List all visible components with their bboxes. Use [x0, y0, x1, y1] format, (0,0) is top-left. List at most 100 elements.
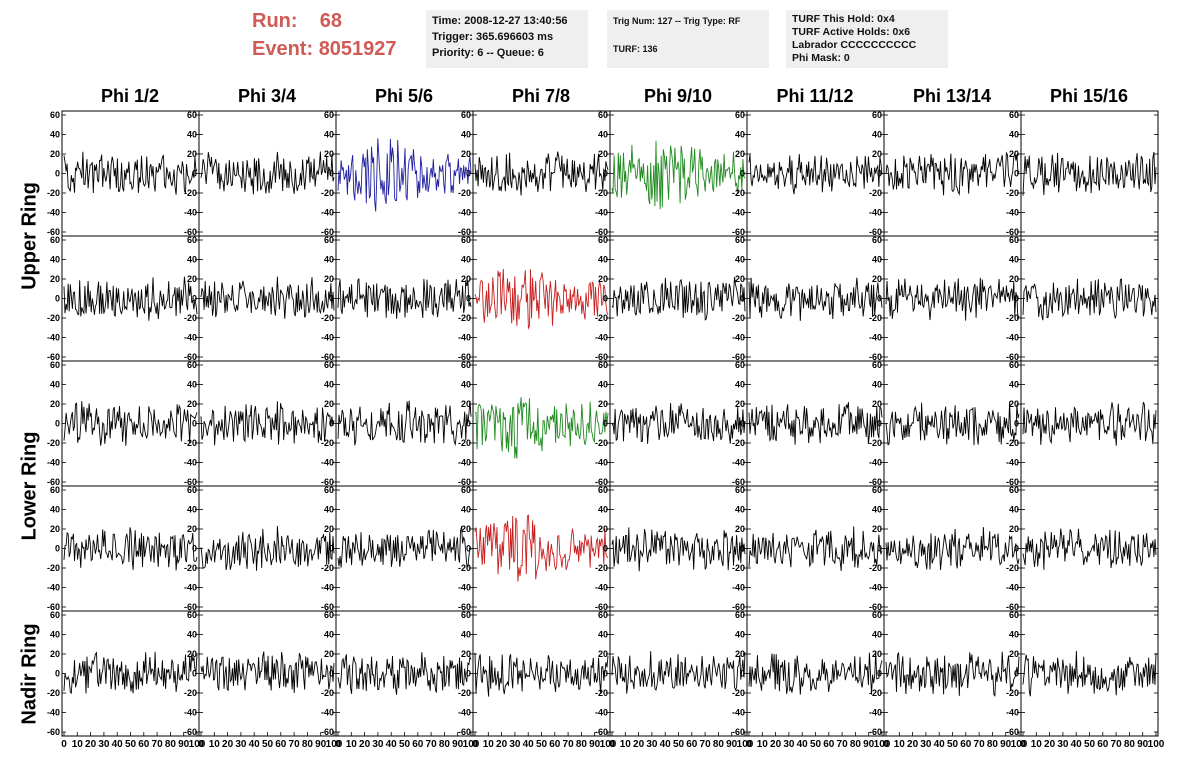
waveform-trace [200, 651, 335, 694]
y-tick-label: -60 [458, 602, 471, 612]
y-tick-label: 0 [55, 169, 60, 179]
y-tick-label: 60 [324, 485, 334, 495]
y-tick-label: 60 [872, 110, 882, 120]
y-tick-label: 20 [1009, 149, 1019, 159]
y-tick-label: 0 [1014, 669, 1019, 679]
waveform-panel-r5-c8: -60 -40 -20 0 20 40 60 [1006, 610, 1159, 737]
y-tick-label: -40 [869, 583, 882, 593]
y-tick-label: 40 [50, 380, 60, 390]
waveform-trace [474, 652, 609, 697]
waveform-trace [63, 276, 198, 321]
waveform-trace [63, 651, 198, 695]
waveform-trace [611, 527, 746, 572]
waveform-panel-r5-c5: -60 -40 -20 0 20 40 60 [595, 610, 748, 737]
waveform-panel-r4-c2: -60 -40 -20 0 20 40 60 [184, 485, 337, 612]
waveform-panel-r2-c7: -60 -40 -20 0 20 40 60 [869, 235, 1022, 362]
waveform-panel-r3-c7: -60 -40 -20 0 20 40 60 [869, 360, 1022, 487]
y-tick-label: 20 [735, 649, 745, 659]
waveform-trace [1022, 528, 1157, 570]
y-tick-label: -20 [595, 188, 608, 198]
x-tick-label: 100 [737, 739, 754, 750]
y-tick-label: -60 [732, 227, 745, 237]
y-tick-label: -40 [1006, 208, 1019, 218]
y-tick-label: 20 [598, 149, 608, 159]
y-tick-label: 60 [1009, 610, 1019, 620]
y-tick-label: 40 [735, 130, 745, 140]
waveform-trace [337, 400, 472, 447]
y-tick-label: 40 [50, 630, 60, 640]
waveform-trace [748, 526, 883, 571]
waveform-panel-r2-c1: -60 -40 -20 0 20 40 60 [47, 235, 200, 362]
run-label: Run: [252, 10, 298, 32]
y-tick-label: 20 [324, 524, 334, 534]
y-tick-label: -20 [595, 438, 608, 448]
x-tick-label: 30 [372, 739, 384, 750]
y-tick-label: -40 [47, 333, 60, 343]
waveform-panel-r5-c7: -60 -40 -20 0 20 40 60 [869, 610, 1022, 737]
waveform-trace [337, 277, 472, 319]
y-tick-label: 0 [740, 544, 745, 554]
column-header-5: Phi 9/10 [643, 86, 713, 106]
y-tick-label: -20 [321, 688, 334, 698]
y-tick-label: 40 [1009, 255, 1019, 265]
waveform-panel-r2-c2: -60 -40 -20 0 20 40 60 [184, 235, 337, 362]
waveform-trace [748, 277, 883, 321]
y-tick-label: 40 [187, 380, 197, 390]
waveform-trace [474, 151, 609, 196]
x-tick-label: 30 [1057, 739, 1069, 750]
y-tick-label: -60 [869, 477, 882, 487]
time-text: Time: 2008-12-27 13:40:56 [432, 15, 568, 27]
waveform-panel-r2-c3: -60 -40 -20 0 20 40 60 [321, 235, 474, 362]
y-tick-label: 20 [598, 399, 608, 409]
x-tick-label: 50 [673, 739, 685, 750]
waveform-panel-r4-c8: -60 -40 -20 0 20 40 60 [1006, 485, 1159, 612]
waveform-panel-r4-c3: -60 -40 -20 0 20 40 60 [321, 485, 474, 612]
y-tick-label: -60 [595, 477, 608, 487]
x-tick-label: 0 [883, 739, 889, 750]
x-tick-label: 80 [850, 739, 862, 750]
x-tick-label: 0 [1020, 739, 1026, 750]
waveform-panel-r1-c2: -60 -40 -20 0 20 40 60 [184, 110, 337, 237]
y-tick-label: -40 [732, 708, 745, 718]
x-tick-label: 90 [178, 739, 190, 750]
y-tick-label: -20 [184, 563, 197, 573]
y-tick-label: 60 [324, 235, 334, 245]
x-tick-label: 100 [189, 739, 206, 750]
y-tick-label: -60 [47, 227, 60, 237]
column-header-8: Phi 15/16 [1049, 86, 1129, 106]
waveform-trace [200, 151, 335, 195]
y-tick-label: 20 [324, 399, 334, 409]
event-display: Event: 8051927 [252, 38, 397, 61]
y-tick-label: -60 [869, 602, 882, 612]
turf-info-box: TURF This Hold: 0x4 TURF Active Holds: 0… [786, 10, 948, 68]
y-tick-label: 60 [598, 485, 608, 495]
waveform-trace [748, 402, 883, 445]
run-display: Run: 68 [252, 10, 342, 33]
y-tick-label: -60 [458, 227, 471, 237]
y-tick-label: 40 [324, 130, 334, 140]
waveform-trace [1022, 650, 1157, 697]
y-tick-label: -40 [1006, 458, 1019, 468]
y-tick-label: -60 [184, 727, 197, 737]
y-tick-label: -20 [1006, 188, 1019, 198]
y-tick-label: -60 [184, 602, 197, 612]
y-tick-label: -20 [869, 313, 882, 323]
y-tick-label: -60 [47, 352, 60, 362]
y-tick-label: 60 [735, 610, 745, 620]
y-tick-label: -40 [595, 208, 608, 218]
y-tick-label: 40 [324, 505, 334, 515]
y-tick-label: 0 [1014, 419, 1019, 429]
y-tick-label: -20 [184, 438, 197, 448]
x-tick-label: 10 [757, 739, 769, 750]
y-tick-label: 60 [461, 485, 471, 495]
y-tick-label: 40 [735, 505, 745, 515]
x-tick-label: 70 [700, 739, 712, 750]
y-tick-label: 0 [466, 419, 471, 429]
y-tick-label: 0 [1014, 169, 1019, 179]
y-tick-label: -40 [732, 208, 745, 218]
y-tick-label: -20 [184, 188, 197, 198]
y-tick-label: 0 [877, 169, 882, 179]
y-tick-label: 20 [324, 649, 334, 659]
y-tick-label: -60 [869, 727, 882, 737]
x-tick-label: 20 [770, 739, 782, 750]
